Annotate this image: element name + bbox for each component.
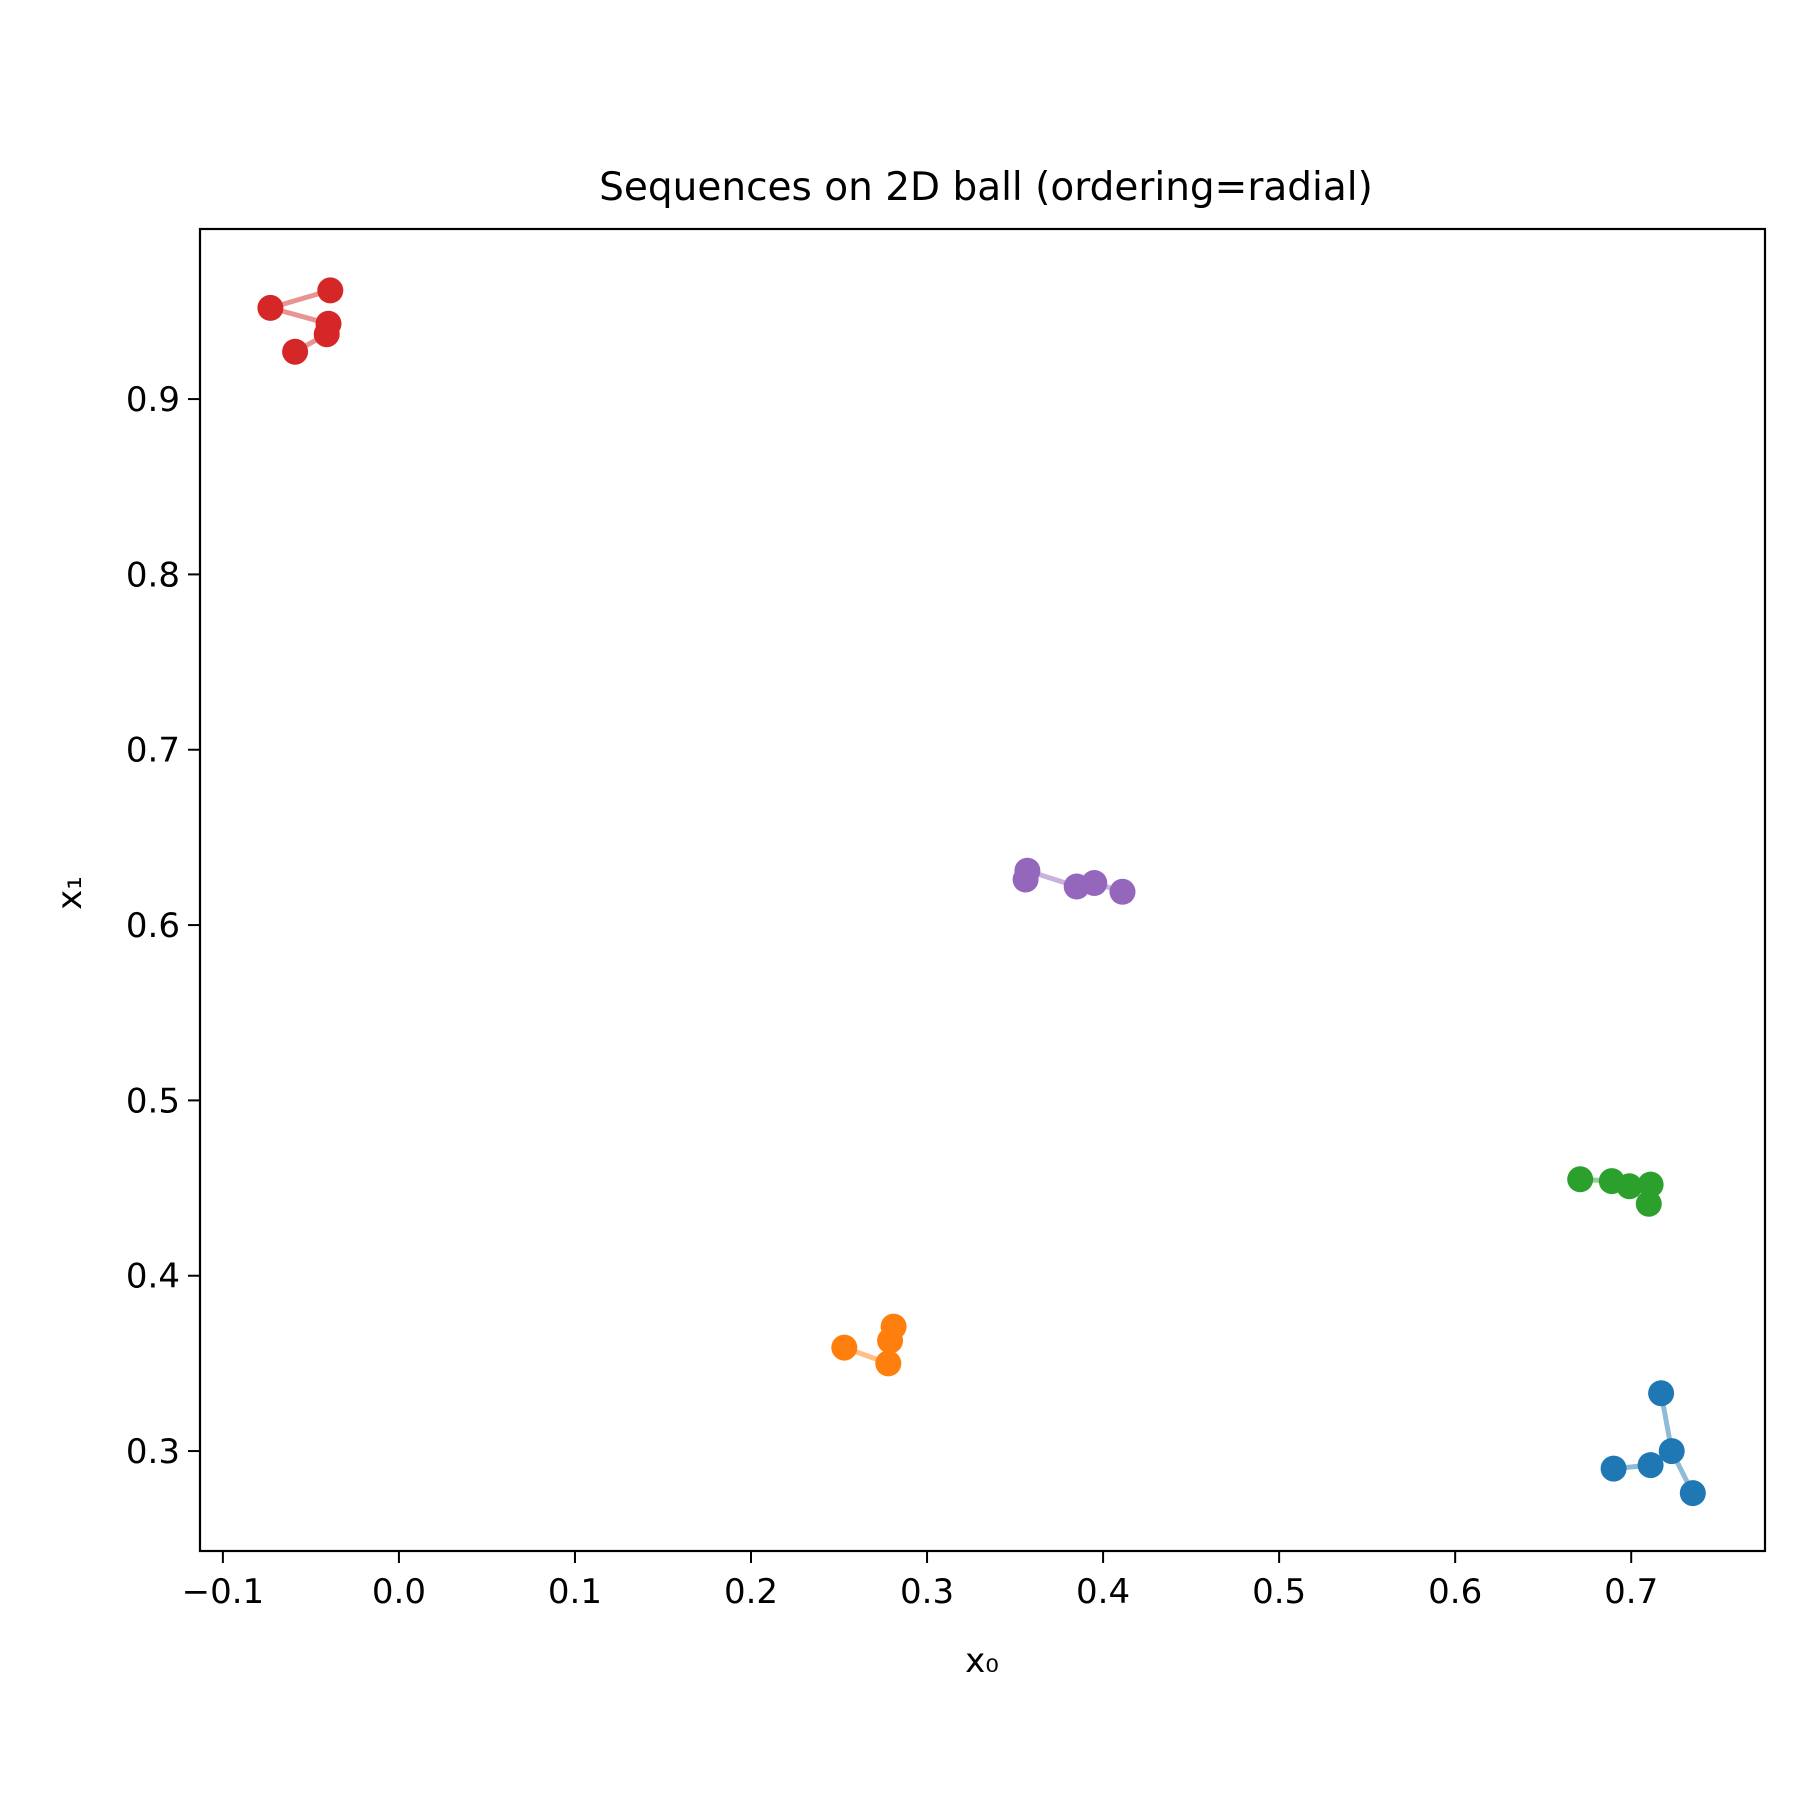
series-2-point-0	[1567, 1166, 1594, 1193]
x-tick-label: 0.1	[548, 1572, 602, 1612]
x-tick-label: 0.2	[724, 1572, 778, 1612]
series-0-point-4	[1679, 1480, 1706, 1507]
series-1-point-0	[831, 1334, 858, 1361]
series-0-point-0	[1600, 1455, 1627, 1482]
series-3-point-1	[317, 277, 344, 304]
y-tick-label: 0.4	[126, 1257, 180, 1297]
y-tick-label: 0.3	[126, 1432, 180, 1472]
y-tick-label: 0.7	[126, 731, 180, 771]
series-4-point-1	[1014, 857, 1041, 884]
x-tick-label: −0.1	[182, 1572, 265, 1612]
x-axis-label: x₀	[965, 1641, 999, 1681]
y-axis-label: x₁	[50, 876, 90, 910]
series-3-point-3	[313, 321, 340, 348]
series-0-point-1	[1637, 1452, 1664, 1479]
plot-frame	[198, 227, 1767, 1553]
x-tick-label: 0.4	[1076, 1572, 1130, 1612]
series-3	[257, 277, 344, 365]
series-3-point-0	[257, 294, 284, 321]
series-2-point-3	[1637, 1171, 1664, 1198]
y-tick-label: 0.6	[126, 906, 180, 946]
y-tick-label: 0.9	[126, 380, 180, 420]
series-1-point-3	[880, 1313, 907, 1340]
series-1	[831, 1313, 907, 1377]
x-tick-label: 0.3	[900, 1572, 954, 1612]
series-4-point-3	[1081, 870, 1108, 896]
series-0	[1600, 1380, 1706, 1507]
x-tick-label: 0.5	[1252, 1572, 1306, 1612]
x-tick-label: 0.0	[372, 1572, 426, 1612]
series-2-point-4	[1635, 1190, 1662, 1217]
series-4	[1012, 857, 1136, 905]
y-tick-label: 0.8	[126, 555, 180, 595]
y-tick-label: 0.5	[126, 1081, 180, 1121]
series-2-point-2	[1616, 1173, 1643, 1200]
ticks-layer: −0.1 0.0 0.1 0.2 0.3 0.4 0.5 0.6 0.7 0.3 0.4 0.5 0.6…	[126, 380, 1658, 1612]
x-tick-label: 0.7	[1604, 1572, 1658, 1612]
series-2	[1567, 1166, 1664, 1217]
series-0-point-3	[1648, 1380, 1675, 1407]
series-0-point-2	[1658, 1438, 1685, 1465]
series-4-point-4	[1109, 878, 1136, 905]
data-layer	[257, 277, 1706, 1507]
series-1-point-1	[875, 1350, 902, 1377]
chart-title: Sequences on 2D ball (ordering=radial)	[599, 165, 1373, 210]
x-tick-label: 0.6	[1428, 1572, 1482, 1612]
series-3-point-4	[282, 338, 309, 365]
